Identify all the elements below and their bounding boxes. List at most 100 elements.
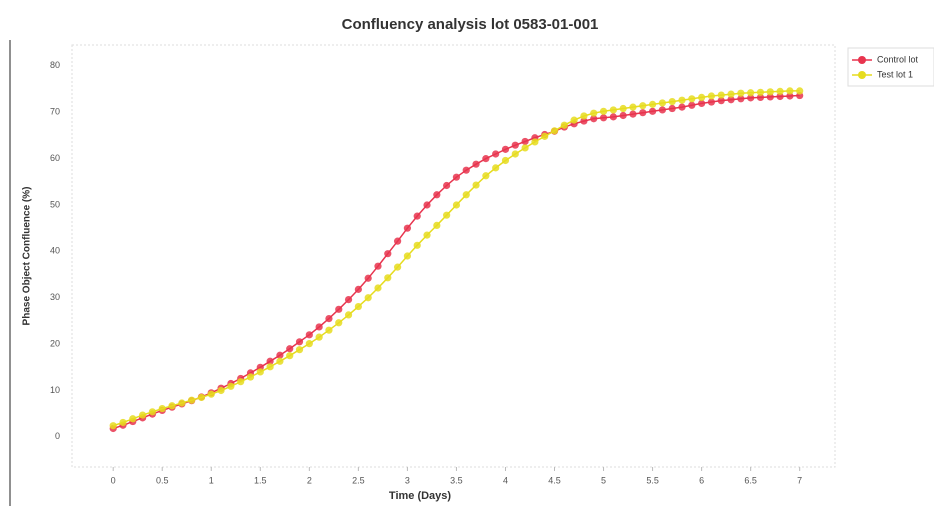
x-tick-label: 4 [503,475,508,485]
data-point [678,96,686,104]
data-point [374,262,382,270]
data-point [452,201,461,209]
x-tick-label: 6 [699,475,704,485]
y-tick-label: 50 [50,199,60,209]
data-point [609,106,617,114]
x-tick-label: 5.5 [646,475,659,485]
data-point [501,156,510,165]
data-point [237,378,245,386]
data-point [482,172,490,180]
data-point [786,92,794,100]
data-point [629,110,637,118]
data-point [256,368,264,376]
legend-marker [858,56,866,64]
data-point [266,363,274,371]
x-tick-label: 0 [111,475,116,485]
data-point [737,95,745,103]
legend-marker [858,71,866,79]
data-point [472,160,480,168]
data-point [648,107,657,115]
data-point [197,393,206,402]
data-point [295,346,304,354]
data-point [737,89,745,97]
x-tick-label: 1 [209,475,214,485]
data-point [658,106,666,114]
data-point [698,93,706,102]
x-tick-label: 1.5 [254,475,267,485]
data-point [266,357,274,365]
data-point [550,127,559,135]
x-tick-label: 4.5 [548,475,561,485]
data-point [590,109,598,117]
data-point [139,411,147,419]
data-point [619,104,627,113]
legend-label: Test lot 1 [877,69,913,79]
data-point [148,408,157,416]
data-point [717,97,725,105]
data-point [639,109,647,117]
data-point [521,144,529,152]
y-tick-label: 60 [50,153,60,163]
data-point [776,92,784,101]
data-point [462,166,470,174]
data-point [227,382,235,390]
data-point [747,94,755,102]
data-point [668,97,676,106]
data-point [727,96,735,104]
data-point [335,319,343,327]
data-point [433,221,441,229]
data-point [403,224,412,232]
x-tick-label: 7 [797,475,802,485]
data-point [492,164,500,172]
data-point [531,138,539,146]
y-tick-label: 30 [50,292,60,302]
data-point [786,87,794,95]
data-point [413,212,421,220]
plot-frame [71,44,836,468]
data-point [433,191,441,199]
data-point [374,284,382,292]
data-point [393,237,402,245]
data-point [178,399,186,407]
data-point [109,422,117,430]
data-point [629,103,637,111]
chart-title: Confluency analysis lot 0583-01-001 [342,16,599,33]
data-point [286,352,294,360]
data-point [188,396,196,404]
data-point [570,116,578,124]
data-point [707,98,716,106]
legend-box [847,47,934,87]
data-point [276,357,284,365]
data-point [501,145,510,153]
x-tick-label: 0.5 [156,475,169,485]
data-point [246,373,255,381]
data-point [413,241,421,249]
data-point [698,99,706,108]
data-point [658,99,666,107]
data-point [747,89,755,97]
data-point [609,113,617,121]
data-point [707,92,716,100]
x-tick-label: 2.5 [352,475,365,485]
data-point [599,114,608,122]
x-tick-label: 3.5 [450,475,463,485]
data-point [766,93,774,101]
data-point [482,155,490,163]
data-point [364,274,372,282]
data-point [678,103,686,111]
data-point [384,250,392,258]
data-point [354,302,362,311]
data-point [580,112,588,120]
data-point [325,315,333,323]
data-point [315,323,323,331]
data-point [423,231,431,239]
data-point [756,88,765,96]
legend-label: Control lot [877,54,919,64]
data-point [776,87,784,95]
data-point [325,326,333,334]
data-point [639,102,647,110]
y-tick-label: 80 [50,60,60,70]
x-tick-label: 5 [601,475,606,485]
x-axis-label: Time (Days) [389,490,451,502]
